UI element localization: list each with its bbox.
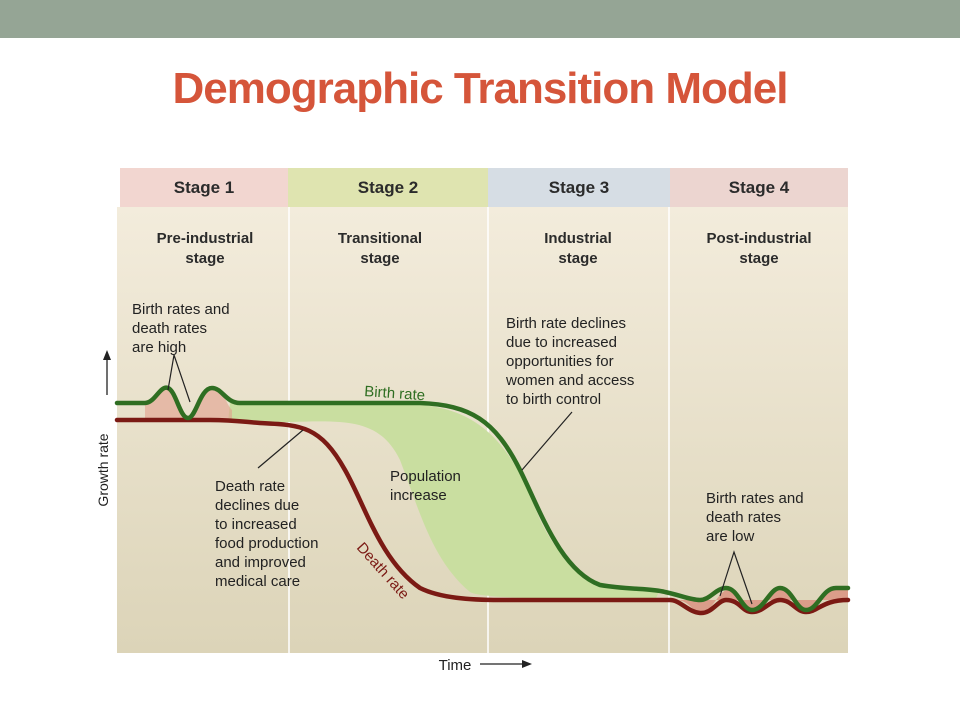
annotation-high-rates-line: are high: [132, 339, 186, 356]
birth-rate-label: Birth rate: [364, 383, 426, 404]
stage-2-name-line2: stage: [360, 250, 399, 267]
top-bar: [0, 0, 960, 38]
stage-4-name: Post-industrial: [706, 230, 811, 247]
stage-2-header: Stage 2: [288, 168, 488, 207]
annotation-low-rates-pointer: [719, 550, 753, 605]
stage-2-name: Transitional: [338, 230, 422, 247]
x-axis-arrowhead: [522, 660, 532, 668]
annotation-low-rates-line: are low: [706, 528, 755, 545]
stage-1-name-line2: stage: [185, 250, 224, 267]
y-axis-label: Growth rate: [95, 433, 111, 506]
x-axis-label: Time: [439, 657, 472, 674]
annotation-population-line: increase: [390, 487, 447, 504]
annotation-death-decline-line: and improved: [215, 554, 306, 571]
stage-4-header: Stage 4: [670, 168, 848, 207]
annotation-birth-decline-line: to birth control: [506, 391, 601, 408]
annotation-high-rates-line: Birth rates and: [132, 301, 230, 318]
death-rate-line: [114, 417, 851, 616]
stage-3-header: Stage 3: [488, 168, 670, 207]
annotation-death-decline-line: medical care: [215, 573, 300, 590]
y-axis-arrowhead: [103, 350, 111, 360]
stage-4-name-line2: stage: [739, 250, 778, 267]
annotation-death-decline-line: Death rate: [215, 478, 285, 495]
annotation-birth-decline-line: due to increased: [506, 334, 617, 351]
annotation-population-line: Population: [390, 468, 461, 485]
stage-1-name: Pre-industrial: [157, 230, 254, 247]
annotation-birth-decline-pointer: [521, 411, 573, 471]
annotation-birth-decline-line: opportunities for: [506, 353, 614, 370]
stage1-wave-fill: [145, 387, 232, 420]
stage-3-name-line2: stage: [558, 250, 597, 267]
annotation-high-rates-pointer: [167, 354, 191, 403]
annotation-death-decline-line: declines due: [215, 497, 299, 514]
stage-1-header: Stage 1: [120, 168, 288, 207]
annotation-death-decline-line: to increased: [215, 516, 297, 533]
stage4-wave-fill: [675, 590, 848, 614]
birth-rate-line: [114, 385, 851, 613]
annotation-death-decline-pointer: [257, 429, 304, 469]
annotation-high-rates-line: death rates: [132, 320, 207, 337]
annotation-birth-decline-line: women and access: [505, 372, 634, 389]
annotation-low-rates-line: death rates: [706, 509, 781, 526]
annotation-death-decline-line: food production: [215, 535, 318, 552]
annotation-low-rates-line: Birth rates and: [706, 490, 804, 507]
demographic-transition-diagram: Growth rate Time Pre-industrial stage Tr…: [95, 207, 851, 674]
stage-3-name: Industrial: [544, 230, 612, 247]
slide-title: Demographic Transition Model: [172, 64, 789, 113]
population-increase-area: [228, 403, 660, 600]
annotation-birth-decline-line: Birth rate declines: [506, 315, 626, 332]
